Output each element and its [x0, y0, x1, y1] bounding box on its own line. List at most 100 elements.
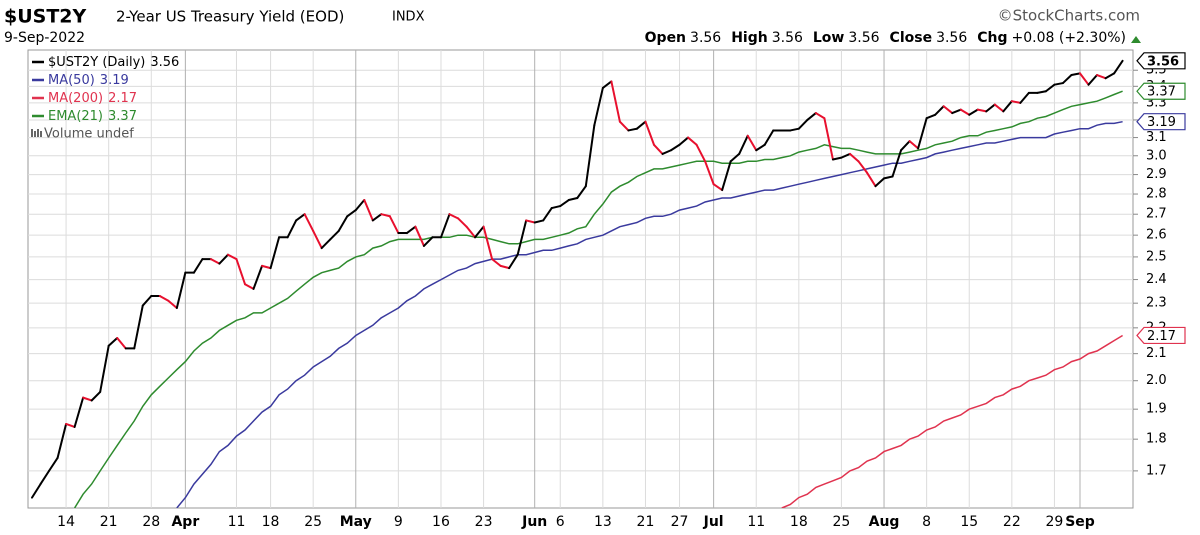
price-segment: [976, 108, 988, 113]
grid: [28, 50, 1133, 508]
price-segment: [414, 225, 425, 247]
volume-icon: [37, 129, 39, 137]
price-segment: [235, 258, 247, 286]
legend-value: 3.37: [108, 109, 137, 124]
price-segment: [840, 152, 851, 159]
source: ©StockCharts.com: [998, 7, 1140, 25]
price-segment: [175, 271, 187, 310]
x-tick-label: 15: [960, 514, 978, 530]
price-segment: [559, 199, 570, 208]
last-value-label: 3.56: [1147, 54, 1179, 69]
y-tick-label: 2.0: [1146, 373, 1167, 388]
price-segment: [337, 215, 349, 232]
price-segment: [474, 225, 485, 239]
price-segment: [422, 236, 434, 247]
price-segment: [116, 337, 127, 350]
exchange: INDX: [392, 10, 425, 25]
ohlc-label: Low: [813, 30, 845, 46]
price-segment: [550, 205, 562, 210]
change-arrow: [1131, 36, 1141, 43]
y-tick-label: 2.3: [1146, 296, 1167, 311]
price-segment: [806, 112, 817, 121]
price-segment: [857, 160, 868, 174]
last-value-box: [1136, 52, 1186, 70]
price-segment: [252, 264, 264, 290]
x-tick-label: 27: [671, 514, 689, 530]
price-segment: [1070, 72, 1081, 77]
price-segment: [48, 456, 59, 472]
legend-entry: MA(200) 2.17: [48, 91, 137, 106]
price-segment: [1104, 72, 1116, 80]
price-segment: [286, 219, 298, 239]
price-segment: [482, 225, 494, 261]
price-segment: [346, 209, 357, 218]
price-segment: [439, 213, 451, 239]
volume-legend: Volume undef: [44, 127, 134, 142]
price-segment: [687, 136, 698, 146]
price-segment: [388, 215, 400, 235]
price-segment: [917, 117, 928, 150]
price-segment: [831, 156, 843, 161]
x-tick-label: 18: [790, 514, 808, 530]
price-segment: [738, 134, 749, 155]
price-segment: [405, 225, 417, 235]
price-segment: [883, 175, 894, 180]
legend-value: 2.17: [108, 91, 137, 106]
price-segment: [1002, 100, 1013, 113]
y-tick-label: 1.8: [1146, 432, 1167, 447]
price-segment: [1044, 83, 1056, 93]
price-segment: [789, 127, 800, 132]
x-tick-label: Sep: [1065, 514, 1095, 530]
price-segment: [900, 140, 911, 152]
legend-name: MA(200): [48, 91, 103, 106]
ohlc-value: 3.56: [936, 30, 967, 46]
price-segment: [797, 118, 809, 130]
last-value-box: [1136, 113, 1186, 131]
volume-icon: [34, 131, 36, 137]
legend-entry: EMA(21) 3.37: [48, 109, 137, 124]
y-tick-label: 2.8: [1146, 187, 1167, 202]
price-segment: [951, 108, 962, 115]
price-segment: [209, 258, 221, 265]
price-segment: [1053, 82, 1064, 86]
last-value-label: 3.19: [1147, 115, 1176, 130]
x-tick-label: Aug: [869, 514, 900, 530]
y-tick-label: 1.9: [1146, 402, 1167, 417]
x-tick-label: 29: [1046, 514, 1064, 530]
price-segment: [721, 160, 732, 192]
price-segment: [729, 152, 741, 163]
price-segment: [39, 469, 51, 486]
price-segment: [1078, 72, 1090, 86]
y-tick-label: 2.4: [1146, 272, 1167, 287]
x-tick-label: 22: [1003, 514, 1021, 530]
price-segment: [874, 177, 886, 188]
legend-value: 3.19: [100, 73, 129, 88]
x-tick-label: 18: [262, 514, 280, 530]
y-tick-label: 2.1: [1146, 346, 1167, 361]
y-tick-label: 2.6: [1146, 228, 1167, 243]
price-segment: [848, 152, 860, 163]
price-segment: [704, 160, 715, 186]
price-segment: [968, 108, 979, 116]
price-segment: [678, 136, 690, 146]
price-segment: [329, 229, 340, 241]
price-segment: [465, 225, 477, 239]
date: 9-Sep-2022: [4, 30, 85, 46]
price-segment: [261, 264, 272, 270]
x-tick-label: 28: [142, 514, 160, 530]
price-segment: [380, 213, 391, 218]
y-tick-label: 1.7: [1146, 463, 1167, 478]
price-segment: [158, 294, 170, 302]
price-segment: [584, 124, 596, 188]
x-tick-label: 6: [556, 514, 565, 530]
last-value-box: [1136, 82, 1186, 100]
ohlc-label: Close: [890, 30, 933, 46]
x-tick-label: Apr: [171, 514, 199, 530]
ohlc-value: 3.56: [848, 30, 879, 46]
legend: $UST2Y (Daily) 3.56 MA(50) 3.19 MA(200) 2.17 E…: [31, 55, 179, 142]
x-tick-label: 21: [637, 514, 655, 530]
last-value-label: 3.37: [1147, 85, 1176, 100]
last-value-label: 2.17: [1147, 329, 1176, 344]
price-segment: [627, 127, 638, 132]
price-segment: [167, 299, 178, 310]
